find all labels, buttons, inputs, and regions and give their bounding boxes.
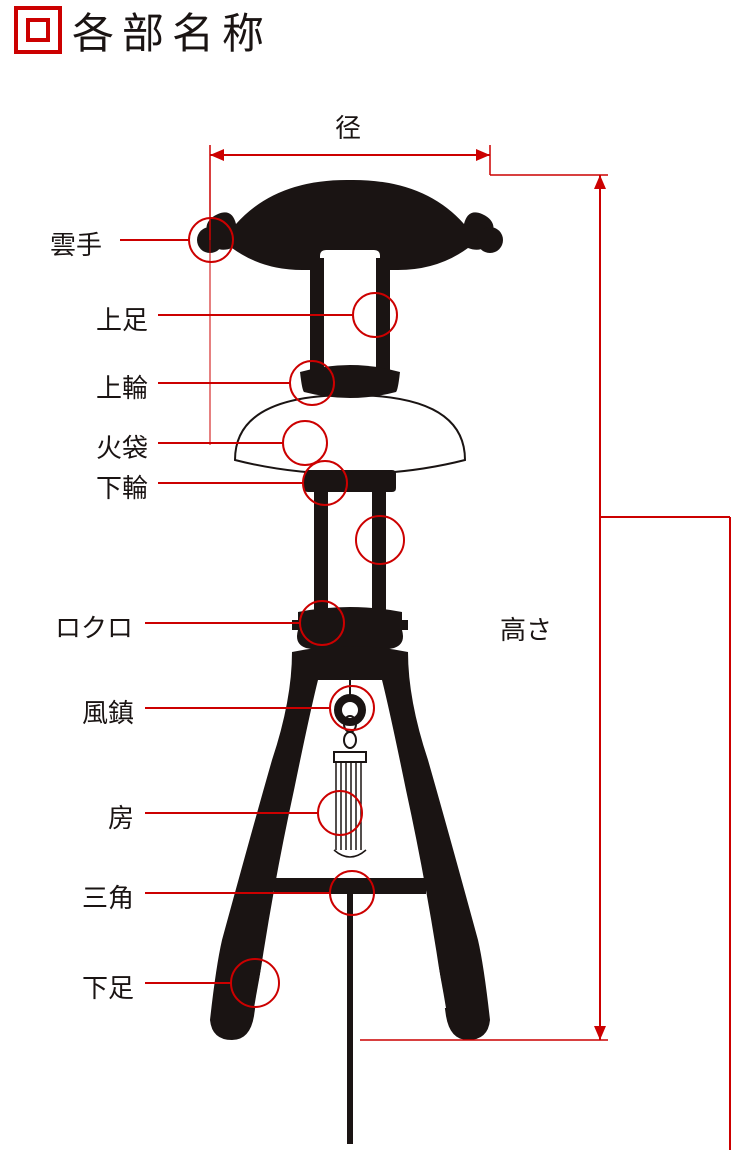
part-label-3: 火袋	[96, 428, 148, 465]
diagram-stage: 各部名称 雲手上足上輪火袋下輪ロクロ風鎮房三角下足径高さ	[0, 0, 750, 1150]
part-label-4: 下輪	[96, 468, 148, 505]
part-label-7: 風鎮	[82, 693, 134, 730]
part-label-10: 下足	[82, 968, 134, 1005]
part-label-0: 雲手	[50, 225, 102, 262]
part-label-2: 上輪	[96, 368, 148, 405]
part-label-9: 三角	[82, 878, 134, 915]
dim-height-label: 高さ	[500, 610, 552, 647]
part-label-6: ロクロ	[55, 608, 133, 645]
part-label-8: 房	[108, 798, 134, 835]
dim-diameter-label: 径	[335, 108, 361, 145]
part-label-1: 上足	[96, 300, 148, 337]
